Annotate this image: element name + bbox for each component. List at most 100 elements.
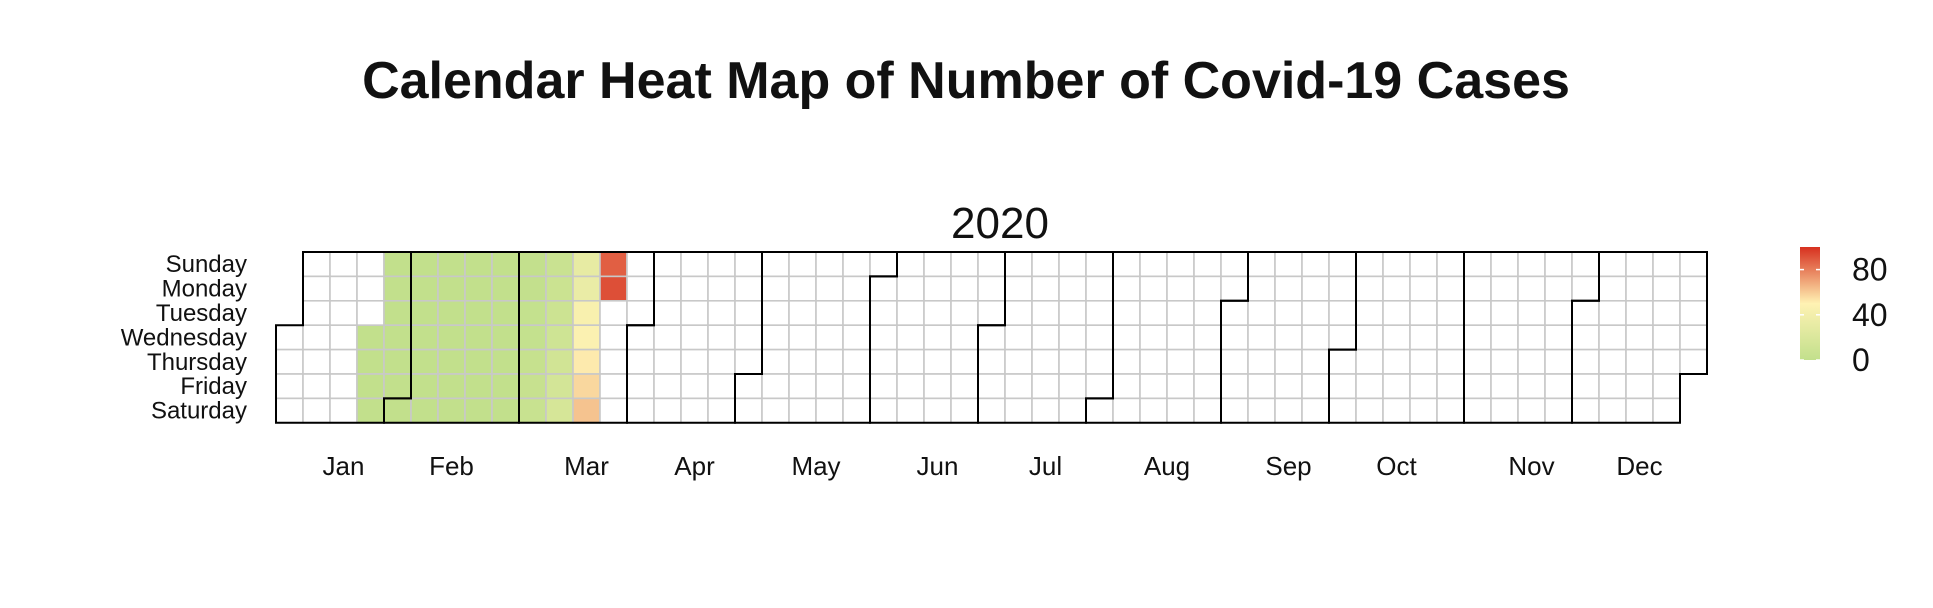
heatmap-cell: [1220, 251, 1249, 278]
heatmap-cell: [1571, 348, 1600, 375]
heatmap-cell: [1544, 348, 1573, 375]
heatmap-cell: [1328, 251, 1357, 278]
heatmap-cell: [1355, 348, 1384, 375]
heatmap-cell: [1652, 324, 1681, 351]
heatmap-cell: [545, 251, 574, 278]
heatmap-cell: [1436, 299, 1465, 326]
heatmap-cell: [1544, 251, 1573, 278]
heatmap-cell: [1166, 397, 1195, 424]
heatmap-cell: [1463, 299, 1492, 326]
heatmap-cell: [1220, 299, 1249, 326]
heatmap-cell: [1274, 324, 1303, 351]
heatmap-cell: [1247, 251, 1276, 278]
heatmap-cell: [545, 275, 574, 302]
heatmap-cell: [896, 373, 925, 400]
heatmap-cell: [1382, 324, 1411, 351]
heatmap-cell: [572, 275, 601, 302]
heatmap-cell: [761, 373, 790, 400]
heatmap-cell: [1544, 324, 1573, 351]
heatmap-cell: [1463, 275, 1492, 302]
heatmap-cell: [842, 348, 871, 375]
heatmap-cell: [1220, 397, 1249, 424]
heatmap-cell: [1301, 348, 1330, 375]
heatmap-cell: [626, 373, 655, 400]
heatmap-cell: [1274, 251, 1303, 278]
month-label: Nov: [1508, 451, 1554, 481]
heatmap-cell: [383, 397, 412, 424]
heatmap-cell: [815, 373, 844, 400]
heatmap-cell: [707, 251, 736, 278]
heatmap-cell: [1166, 324, 1195, 351]
heatmap-cell: [1490, 275, 1519, 302]
heatmap-cell: [1409, 299, 1438, 326]
month-label: May: [791, 451, 840, 481]
heatmap-cell: [950, 251, 979, 278]
heatmap-cell: [1220, 275, 1249, 302]
heatmap-cell: [923, 299, 952, 326]
heatmap-cell: [1220, 348, 1249, 375]
heatmap-cell: [653, 251, 682, 278]
heatmap-cell: [1058, 299, 1087, 326]
heatmap-cell: [572, 397, 601, 424]
heatmap-cell: [599, 373, 628, 400]
heatmap-cell: [1409, 373, 1438, 400]
heatmap-cell: [1031, 348, 1060, 375]
heatmap-cell: [815, 324, 844, 351]
heatmap-cell: [1193, 324, 1222, 351]
heatmap-cell: [1382, 299, 1411, 326]
heatmap-cell: [1220, 324, 1249, 351]
heatmap-cell: [653, 348, 682, 375]
heatmap-cell: [1544, 397, 1573, 424]
heatmap-cell: [572, 251, 601, 278]
heatmap-cell: [1625, 251, 1654, 278]
heatmap-cell: [1571, 397, 1600, 424]
heatmap-cell: [1625, 348, 1654, 375]
heatmap-cell: [869, 397, 898, 424]
heatmap-cell: [1058, 397, 1087, 424]
heatmap-cell: [329, 397, 358, 424]
heatmap-cell: [302, 348, 331, 375]
heatmap-cell: [1274, 299, 1303, 326]
heatmap-cell: [842, 324, 871, 351]
heatmap-cell: [599, 275, 628, 302]
heatmap-cell: [275, 348, 304, 375]
heatmap-cell: [302, 373, 331, 400]
heatmap-cell: [464, 275, 493, 302]
heatmap-cell: [1058, 251, 1087, 278]
heatmap-cell: [1085, 275, 1114, 302]
heatmap-cell: [275, 324, 304, 351]
heatmap-cell: [788, 373, 817, 400]
year-label: 2020: [951, 199, 1049, 248]
heatmap-cell: [815, 275, 844, 302]
heatmap-cell: [1166, 299, 1195, 326]
heatmap-cell: [1247, 348, 1276, 375]
heatmap-cell: [1058, 373, 1087, 400]
heatmap-cell: [356, 348, 385, 375]
heatmap-cell: [1409, 348, 1438, 375]
heatmap-cell: [1652, 348, 1681, 375]
heatmap-cell: [815, 348, 844, 375]
heatmap-cell: [1328, 397, 1357, 424]
heatmap-cell: [1625, 275, 1654, 302]
heatmap-cell: [896, 324, 925, 351]
heatmap-cell: [1436, 348, 1465, 375]
legend-label: 40: [1852, 297, 1888, 333]
heatmap-cell: [1139, 275, 1168, 302]
heatmap-cell: [1355, 251, 1384, 278]
heatmap-cell: [1004, 275, 1033, 302]
heatmap-cell: [1193, 251, 1222, 278]
heatmap-cell: [761, 275, 790, 302]
heatmap-cell: [815, 397, 844, 424]
month-label: Feb: [429, 451, 474, 481]
heatmap-cell: [950, 275, 979, 302]
heatmap-cell: [734, 324, 763, 351]
heatmap-cell: [383, 275, 412, 302]
heatmap-cell: [869, 373, 898, 400]
heatmap-cell: [1409, 324, 1438, 351]
heatmap-cell: [572, 348, 601, 375]
heatmap-cell: [680, 348, 709, 375]
heatmap-cell: [356, 275, 385, 302]
heatmap-cell: [869, 275, 898, 302]
heatmap-cell: [383, 251, 412, 278]
heatmap-cell: [1085, 348, 1114, 375]
